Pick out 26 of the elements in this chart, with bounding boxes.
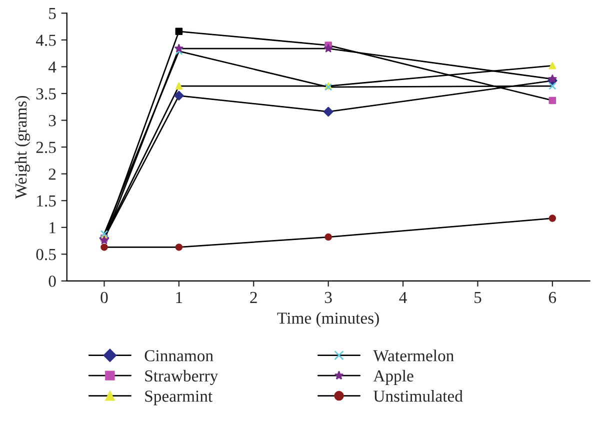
y-tick-label: 3.5	[36, 88, 56, 100]
x-tick-label: 3	[324, 292, 332, 304]
x-tick-label: 6	[548, 292, 556, 304]
x-tick-label: 4	[399, 292, 407, 303]
legend-label: Watermelon	[373, 350, 454, 362]
legend-label: Strawberry	[145, 370, 218, 385]
y-tick-label: 0	[48, 276, 56, 287]
x-tick-label: 5	[474, 292, 482, 304]
legend-label: Spearmint	[145, 390, 213, 406]
y-tick-label: 1.5	[37, 195, 56, 207]
y-tick-label: 2.5	[36, 142, 56, 154]
y-tick-label: 4	[48, 62, 56, 73]
y-axis-title: Weight (grams)	[14, 96, 30, 199]
y-tick-label: 0.5	[36, 248, 56, 260]
x-tick-label: 1	[176, 292, 182, 303]
y-tick-label: 5	[49, 8, 56, 20]
x-tick-label: 0	[100, 292, 108, 304]
y-tick-label: 3	[48, 115, 56, 126]
legend-label: Cinnamon	[144, 350, 214, 362]
x-tick-label: 2	[250, 292, 257, 303]
y-tick-label: 1	[50, 222, 56, 234]
legend-label: Apple	[373, 370, 414, 385]
x-axis-title: Time (minutes)	[277, 312, 379, 328]
legend-label: Unstimulated	[374, 390, 463, 402]
y-tick-label: 4.5	[36, 34, 56, 46]
y-tick-label: 2	[48, 168, 56, 180]
